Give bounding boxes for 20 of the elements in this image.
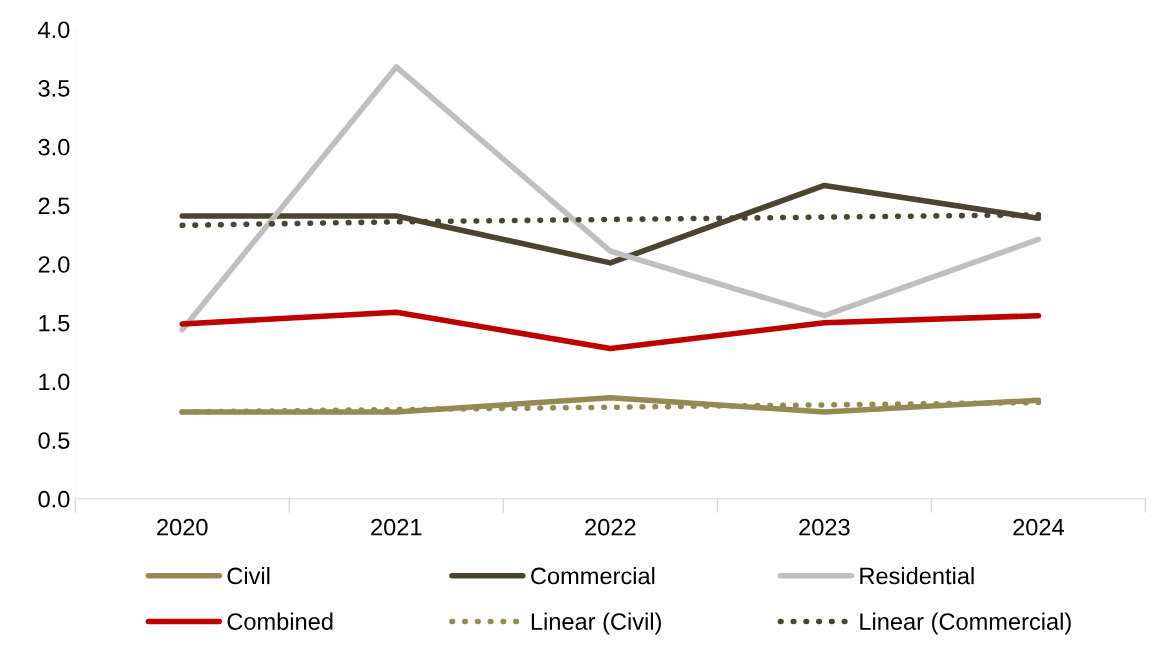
x-tick-label: 2024 (1013, 518, 1064, 536)
legend-label: Residential (860, 566, 974, 585)
y-tick-label: 4.0 (38, 21, 70, 39)
y-tick-label: 2.0 (38, 256, 70, 273)
legend-label: Combined (227, 612, 333, 630)
y-tick-label: 3.5 (38, 80, 70, 97)
y-tick-label: 1.0 (39, 373, 70, 391)
y-tick-label: 2.5 (38, 197, 70, 215)
y-tick-label: 1.5 (39, 315, 70, 332)
legend-label: Civil (227, 566, 270, 585)
x-tick-label: 2021 (371, 518, 422, 536)
x-tick-label: 2022 (585, 518, 636, 536)
y-tick-label: 3.0 (38, 138, 70, 156)
legend-label: Linear (Commercial) (860, 612, 1071, 635)
y-tick-label: 0.0 (38, 490, 70, 508)
legend-label: Commercial (531, 566, 655, 585)
y-tick-label: 0.5 (38, 432, 70, 449)
x-tick-label: 2023 (799, 518, 850, 536)
x-tick-label: 2020 (157, 518, 208, 536)
legend-label: Linear (Civil) (531, 612, 661, 635)
